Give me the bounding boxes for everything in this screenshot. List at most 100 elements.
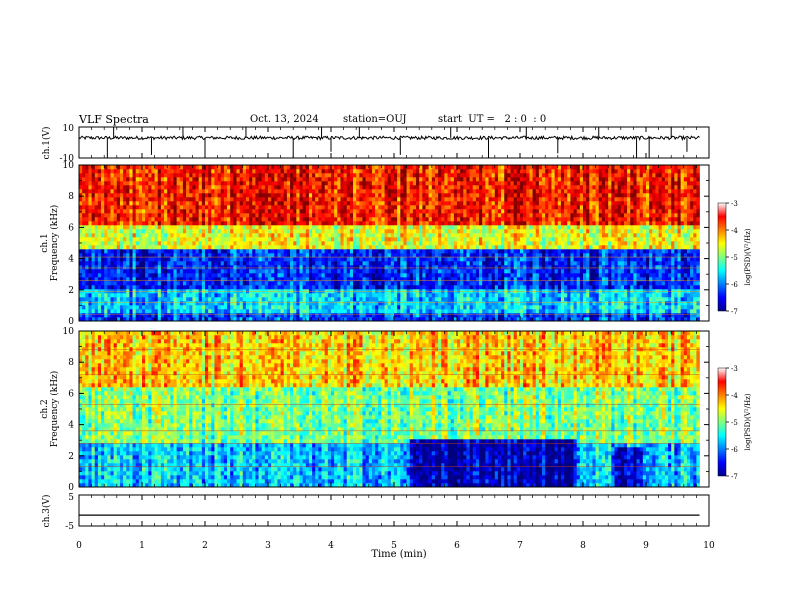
- spectrogram-cell: [422, 241, 426, 246]
- spectrogram-cell: [138, 309, 143, 314]
- spectrogram-cell: [94, 221, 99, 226]
- spectrogram-cell: [390, 313, 395, 318]
- spectrogram-cell: [315, 265, 319, 270]
- spectrogram-cell: [365, 189, 370, 194]
- spectrogram-cell: [390, 237, 395, 242]
- spectrogram-cell: [416, 297, 420, 302]
- spectrogram-cell: [167, 213, 171, 218]
- spectrogram-cell: [371, 309, 376, 314]
- spectrogram-cell: [198, 193, 203, 198]
- spectrogram-cell: [148, 313, 152, 318]
- spectrogram-cell: [441, 189, 445, 194]
- spectrogram-cell: [205, 241, 209, 246]
- spectrogram-cell: [101, 217, 105, 222]
- spectrogram-cell: [337, 189, 341, 194]
- spectrogram-cell: [475, 269, 480, 274]
- spectrogram-cell: [334, 285, 338, 290]
- spectrogram-cell: [406, 257, 411, 262]
- spectrogram-cell: [305, 233, 310, 238]
- spectrogram-cell: [205, 313, 209, 318]
- spectrogram-cell: [264, 305, 269, 310]
- spectrogram-cell: [148, 225, 152, 230]
- spectrogram-cell: [441, 233, 445, 238]
- spectrogram-cell: [264, 189, 269, 194]
- spectrogram-cell: [79, 305, 83, 310]
- spectrogram-cell: [148, 249, 152, 254]
- spectrogram-cell: [176, 293, 181, 298]
- spectrogram-cell: [201, 217, 206, 222]
- spectrogram-cell: [157, 313, 162, 318]
- spectrogram-cell: [179, 305, 184, 310]
- spectrogram-cell: [387, 169, 392, 174]
- spectrogram-cell: [469, 217, 474, 222]
- spectrogram-cell: [151, 217, 155, 222]
- spectrogram-cell: [302, 301, 307, 306]
- spectrogram-cell: [331, 265, 335, 270]
- spectrogram-cell: [286, 185, 291, 190]
- spectrogram-cell: [371, 193, 376, 198]
- spectrogram-cell: [412, 205, 417, 210]
- spectrogram-cell: [230, 301, 234, 306]
- spectrogram-cell: [145, 237, 149, 242]
- spectrogram-cell: [479, 269, 483, 274]
- spectrogram-cell: [318, 305, 322, 310]
- spectrogram-cell: [368, 181, 373, 186]
- spectrogram-cell: [182, 201, 187, 206]
- spectrogram-cell: [97, 309, 102, 314]
- spectrogram-cell: [245, 241, 250, 246]
- spectrogram-cell: [176, 189, 181, 194]
- spectrogram-cell: [170, 221, 174, 226]
- spectrogram-cell: [453, 277, 458, 282]
- spectrogram-cell: [472, 281, 477, 286]
- spectrogram-cell: [110, 189, 114, 194]
- spectrogram-cell: [239, 193, 244, 198]
- spectrogram-cell: [110, 293, 114, 298]
- spectrogram-cell: [148, 217, 152, 222]
- spectrogram-cell: [271, 309, 275, 314]
- spectrogram-cell: [126, 209, 130, 214]
- spectrogram-cell: [343, 305, 348, 310]
- spectrogram-cell: [343, 213, 348, 218]
- spectrogram-cell: [110, 309, 114, 314]
- spectrogram-cell: [441, 269, 445, 274]
- spectrogram-cell: [353, 265, 357, 270]
- spectrogram-cell: [368, 233, 373, 238]
- spectrogram-cell: [450, 273, 455, 278]
- spectrogram-cell: [261, 265, 266, 270]
- spectrogram-cell: [236, 309, 240, 314]
- spectrogram-cell: [182, 269, 187, 274]
- spectrogram-cell: [286, 165, 291, 170]
- spectrogram-cell: [104, 249, 108, 254]
- spectrogram-cell: [208, 165, 212, 170]
- spectrogram-cell: [214, 245, 218, 250]
- spectrogram-cell: [349, 265, 354, 270]
- spectrogram-cell: [359, 225, 363, 230]
- spectrogram-cell: [258, 317, 262, 322]
- spectrogram-cell: [145, 197, 149, 202]
- spectrogram-cell: [255, 197, 259, 202]
- spectrogram-cell: [192, 185, 196, 190]
- spectrogram-cell: [472, 269, 477, 274]
- spectrogram-cell: [305, 193, 310, 198]
- spectrogram-cell: [208, 301, 212, 306]
- spectrogram-cell: [82, 173, 86, 178]
- spectrogram-cell: [331, 201, 335, 206]
- spectrogram-cell: [441, 313, 445, 318]
- spectrogram-cell: [142, 301, 146, 306]
- spectrogram-cell: [268, 285, 272, 290]
- spectrogram-cell: [211, 225, 215, 230]
- spectrogram-cell: [381, 229, 385, 234]
- spectrogram-cell: [227, 181, 231, 186]
- spectrogram-cell: [340, 245, 344, 250]
- spectrogram-cell: [375, 285, 379, 290]
- spectrogram-cell: [280, 217, 285, 222]
- spectrogram-cell: [469, 201, 474, 206]
- spectrogram-cell: [434, 241, 439, 246]
- spectrogram-cell: [151, 245, 155, 250]
- spectrogram-cell: [299, 269, 303, 274]
- spectrogram-cell: [94, 213, 99, 218]
- spectrogram-cell: [403, 185, 407, 190]
- spectrogram-cell: [271, 197, 275, 202]
- spectrogram-cell: [239, 257, 244, 262]
- spectrogram-cell: [431, 309, 436, 314]
